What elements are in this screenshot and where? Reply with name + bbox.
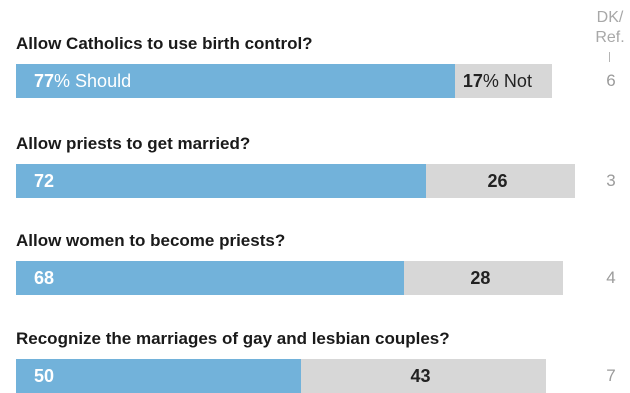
chart-row: Allow women to become priests? 68 28 4 bbox=[0, 231, 630, 295]
dk-ref-value-label: 3 bbox=[606, 171, 616, 190]
bar-not bbox=[301, 359, 547, 393]
bar-not bbox=[426, 164, 575, 198]
should-value-label: 72 bbox=[34, 171, 55, 191]
not-value-label: 28 bbox=[470, 268, 491, 288]
question-label: Recognize the marriages of gay and lesbi… bbox=[16, 329, 450, 348]
should-value-label: 50 bbox=[34, 366, 55, 386]
question-label: Allow Catholics to use birth control? bbox=[16, 34, 313, 53]
not-value-label: 26 bbox=[487, 171, 508, 191]
not-value-label: 17% Not bbox=[462, 71, 532, 91]
bar-should bbox=[16, 64, 455, 98]
chart-row: Allow Catholics to use birth control? 77%… bbox=[0, 34, 630, 98]
chart-row: Recognize the marriages of gay and lesbi… bbox=[0, 329, 630, 393]
bar-should bbox=[16, 359, 301, 393]
bar-not bbox=[454, 64, 552, 98]
question-label: Allow priests to get married? bbox=[16, 134, 251, 153]
dk-ref-value-label: 7 bbox=[606, 366, 616, 385]
should-value-label: 77% Should bbox=[34, 71, 132, 91]
should-value-label: 68 bbox=[34, 268, 55, 288]
dk-ref-header-text: DK/ Ref. bbox=[595, 9, 625, 46]
question-label: Allow women to become priests? bbox=[16, 231, 286, 250]
dk-ref-value-label: 6 bbox=[606, 71, 616, 90]
dk-ref-tick bbox=[609, 52, 610, 62]
bar-not bbox=[403, 261, 564, 295]
not-value-label: 43 bbox=[410, 366, 431, 386]
dk-ref-header: DK/ Ref. bbox=[592, 8, 628, 62]
bar-should bbox=[16, 164, 427, 198]
bar-should bbox=[16, 261, 404, 295]
dk-ref-value-label: 4 bbox=[606, 268, 616, 287]
chart-row: Allow priests to get married? 72 26 3 bbox=[0, 134, 630, 198]
